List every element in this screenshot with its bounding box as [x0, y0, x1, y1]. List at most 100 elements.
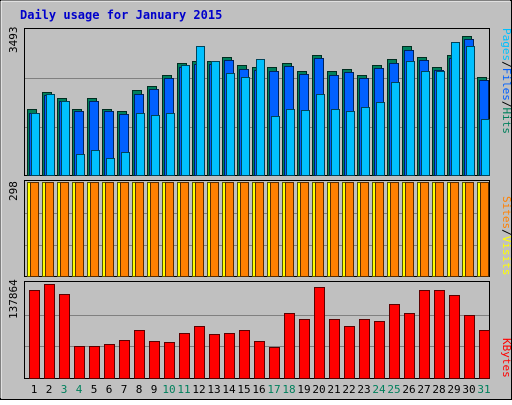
bar-sites-day-26 [405, 182, 414, 277]
day-label-12: 12 [192, 383, 205, 396]
bar-kbytes-day-31 [479, 330, 490, 379]
bar-pages-day-20 [316, 94, 325, 176]
bar-pages-day-28 [436, 71, 445, 176]
bar-kbytes-day-2 [44, 284, 55, 379]
day-label-30: 30 [462, 383, 475, 396]
day-label-22: 22 [342, 383, 355, 396]
bar-kbytes-day-17 [269, 347, 280, 379]
bar-sites-day-25 [390, 182, 399, 277]
bar-pages-day-26 [406, 61, 415, 176]
bar-sites-day-12 [195, 182, 204, 277]
day-label-28: 28 [432, 383, 445, 396]
bar-sites-day-5 [90, 182, 99, 277]
bar-sites-day-11 [180, 182, 189, 277]
bar-kbytes-day-14 [224, 333, 235, 379]
day-label-21: 21 [327, 383, 340, 396]
bar-pages-day-30 [466, 46, 475, 176]
day-label-7: 7 [121, 383, 128, 396]
bar-sites-day-23 [360, 182, 369, 277]
bar-sites-day-27 [420, 182, 429, 277]
day-label-24: 24 [372, 383, 386, 396]
hits-ymax-label: 3493 [7, 27, 20, 54]
day-label-1: 1 [31, 383, 38, 396]
bar-kbytes-day-25 [389, 304, 400, 379]
visits-ymax-label: 298 [7, 181, 20, 201]
bar-pages-day-31 [481, 119, 490, 176]
day-label-11: 11 [177, 383, 190, 396]
bar-sites-day-29 [450, 182, 459, 277]
legend-sites: Sites [500, 196, 512, 229]
bar-pages-day-1 [31, 113, 40, 176]
bar-sites-day-18 [285, 182, 294, 277]
bar-pages-day-10 [166, 113, 175, 176]
bar-kbytes-day-1 [29, 290, 40, 379]
bar-pages-day-11 [181, 65, 190, 176]
day-label-19: 19 [297, 383, 310, 396]
day-label-10: 10 [162, 383, 175, 396]
bar-pages-day-4 [76, 154, 85, 176]
day-label-14: 14 [222, 383, 236, 396]
day-label-18: 18 [282, 383, 295, 396]
bar-sites-day-22 [345, 182, 354, 277]
bar-pages-day-14 [226, 73, 235, 176]
hits-panel-bars [27, 36, 490, 176]
bar-kbytes-day-26 [404, 313, 415, 379]
kbytes-panel-legend: KBytes [500, 338, 512, 378]
bar-pages-day-18 [286, 109, 295, 176]
legend-sep-3: / [500, 229, 512, 236]
bar-sites-day-17 [270, 182, 279, 277]
legend-hits: Hits [500, 108, 512, 135]
bar-kbytes-day-4 [74, 346, 85, 379]
day-label-23: 23 [357, 383, 370, 396]
day-label-25: 25 [387, 383, 400, 396]
bar-kbytes-day-19 [299, 319, 310, 379]
bar-kbytes-day-22 [344, 326, 355, 379]
bar-pages-day-13 [211, 61, 220, 176]
bar-sites-day-4 [75, 182, 84, 277]
bar-pages-day-3 [61, 101, 70, 176]
bar-sites-day-20 [315, 182, 324, 277]
bar-pages-day-27 [421, 71, 430, 176]
bar-kbytes-day-10 [164, 342, 175, 379]
bar-kbytes-day-29 [449, 295, 460, 379]
visits-panel-legend: Sites/Visits [500, 196, 512, 276]
bar-kbytes-day-12 [194, 326, 205, 379]
kbytes-panel-bars [29, 284, 490, 379]
day-labels: 1 2 3 4 5 6 7 8 9 10 11 12 13 14 15 16 17 18 19 20 21 22 23 24 2… [31, 383, 491, 396]
bar-pages-day-15 [241, 77, 250, 176]
visits-panel-bars [27, 182, 489, 277]
day-label-29: 29 [447, 383, 460, 396]
bar-kbytes-day-28 [434, 290, 445, 379]
bar-pages-day-6 [106, 158, 115, 176]
bar-sites-day-7 [120, 182, 129, 277]
bar-kbytes-day-9 [149, 341, 160, 379]
bar-sites-day-28 [435, 182, 444, 277]
bar-pages-day-24 [376, 102, 385, 176]
bar-sites-day-16 [255, 182, 264, 277]
bar-kbytes-day-15 [239, 330, 250, 379]
chart-title: Daily usage for January 2015 [20, 8, 222, 22]
bar-sites-day-24 [375, 182, 384, 277]
bar-pages-day-23 [361, 107, 370, 176]
day-label-8: 8 [136, 383, 143, 396]
day-label-15: 15 [237, 383, 250, 396]
kbytes-ymax-label: 137864 [7, 279, 20, 319]
bar-sites-day-6 [105, 182, 114, 277]
day-label-31: 31 [477, 383, 490, 396]
bar-sites-day-30 [465, 182, 474, 277]
legend-pages: Pages [500, 28, 512, 61]
bar-sites-day-3 [60, 182, 69, 277]
bar-kbytes-day-16 [254, 341, 265, 379]
day-label-5: 5 [91, 383, 98, 396]
bar-kbytes-day-6 [104, 344, 115, 379]
bar-kbytes-day-13 [209, 334, 220, 379]
hits-panel-legend: Pages/Files/Hits [500, 28, 512, 134]
bar-sites-day-13 [210, 182, 219, 277]
bar-sites-day-9 [150, 182, 159, 277]
bar-pages-day-16 [256, 59, 265, 176]
bar-pages-day-8 [136, 113, 145, 176]
bar-kbytes-day-23 [359, 319, 370, 379]
legend-kbytes: KBytes [500, 338, 512, 378]
day-label-2: 2 [46, 383, 53, 396]
